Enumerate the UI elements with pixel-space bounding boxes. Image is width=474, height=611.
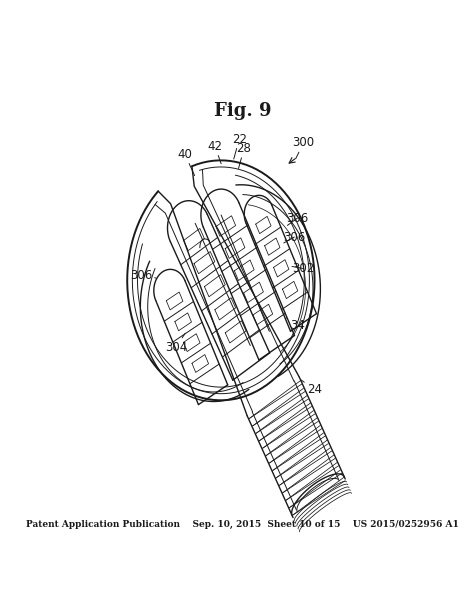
Text: 42: 42 [208, 140, 222, 164]
Text: Patent Application Publication    Sep. 10, 2015  Sheet 10 of 15    US 2015/02529: Patent Application Publication Sep. 10, … [27, 521, 459, 530]
Text: 40: 40 [177, 148, 195, 175]
Text: 22: 22 [232, 133, 247, 159]
Text: 34: 34 [286, 318, 305, 332]
Text: 304: 304 [165, 333, 187, 354]
Text: 28: 28 [237, 142, 252, 169]
Text: 302: 302 [292, 262, 315, 275]
Text: 306: 306 [130, 269, 156, 282]
Text: 306: 306 [283, 230, 305, 244]
Text: 306: 306 [286, 212, 309, 225]
Text: 300: 300 [292, 136, 315, 159]
Text: Fig. 9: Fig. 9 [214, 102, 272, 120]
Text: 24: 24 [301, 380, 322, 396]
